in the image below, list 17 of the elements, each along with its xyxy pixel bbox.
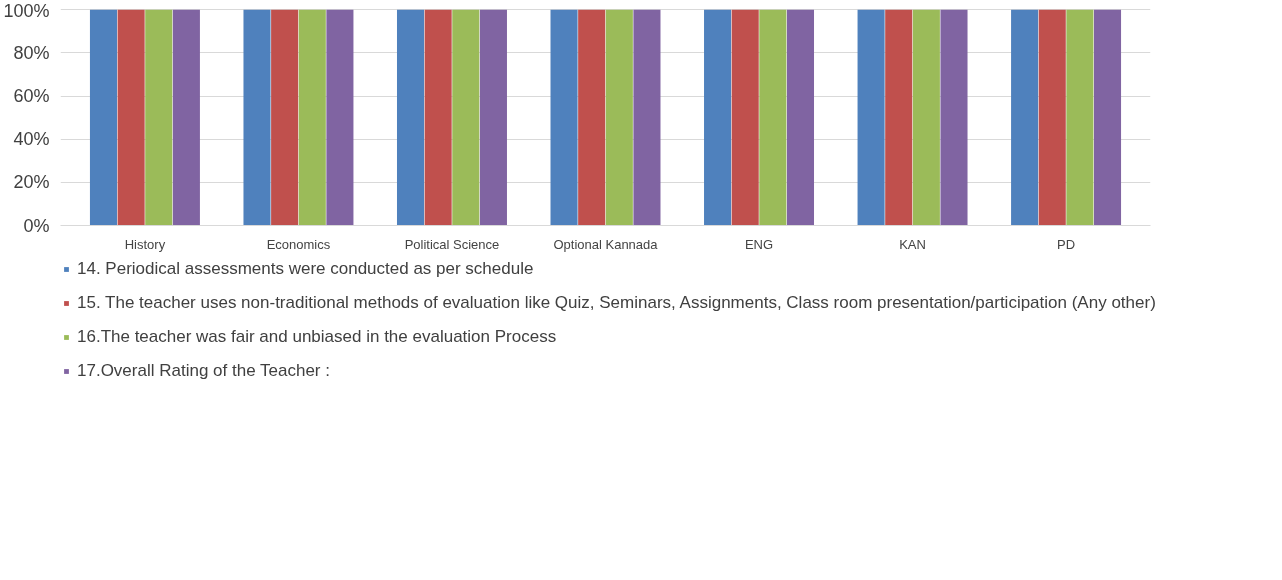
legend-label: 15. The teacher uses non-traditional methods of evaluation like Quiz, Seminars, Assignments, Class room presentation/participation (Any other) xyxy=(77,293,1156,313)
legend-label: 17.Overall Rating of the Teacher : xyxy=(77,361,330,381)
legend-label: 14. Periodical assessments were conducted as per schedule xyxy=(77,259,534,279)
x-tick-label: PD xyxy=(1057,236,1076,252)
x-tick-label: Optional Kannada xyxy=(553,236,659,252)
y-tick-label: 60% xyxy=(13,86,50,107)
x-tick-label: History xyxy=(124,236,166,252)
legend-label: 16.The teacher was fair and unbiased in the evaluation Process xyxy=(77,327,557,347)
y-tick-label: 40% xyxy=(13,129,50,150)
y-tick-label: 0% xyxy=(23,215,50,236)
x-tick-label: ENG xyxy=(744,236,774,252)
y-tick-label: 80% xyxy=(13,42,50,63)
x-tick-label: Political Science xyxy=(404,236,500,252)
y-tick-label: 20% xyxy=(13,172,50,193)
x-tick-label: KAN xyxy=(899,236,926,252)
x-tick-label: Economics xyxy=(266,236,331,252)
y-tick-label: 100% xyxy=(3,0,50,21)
